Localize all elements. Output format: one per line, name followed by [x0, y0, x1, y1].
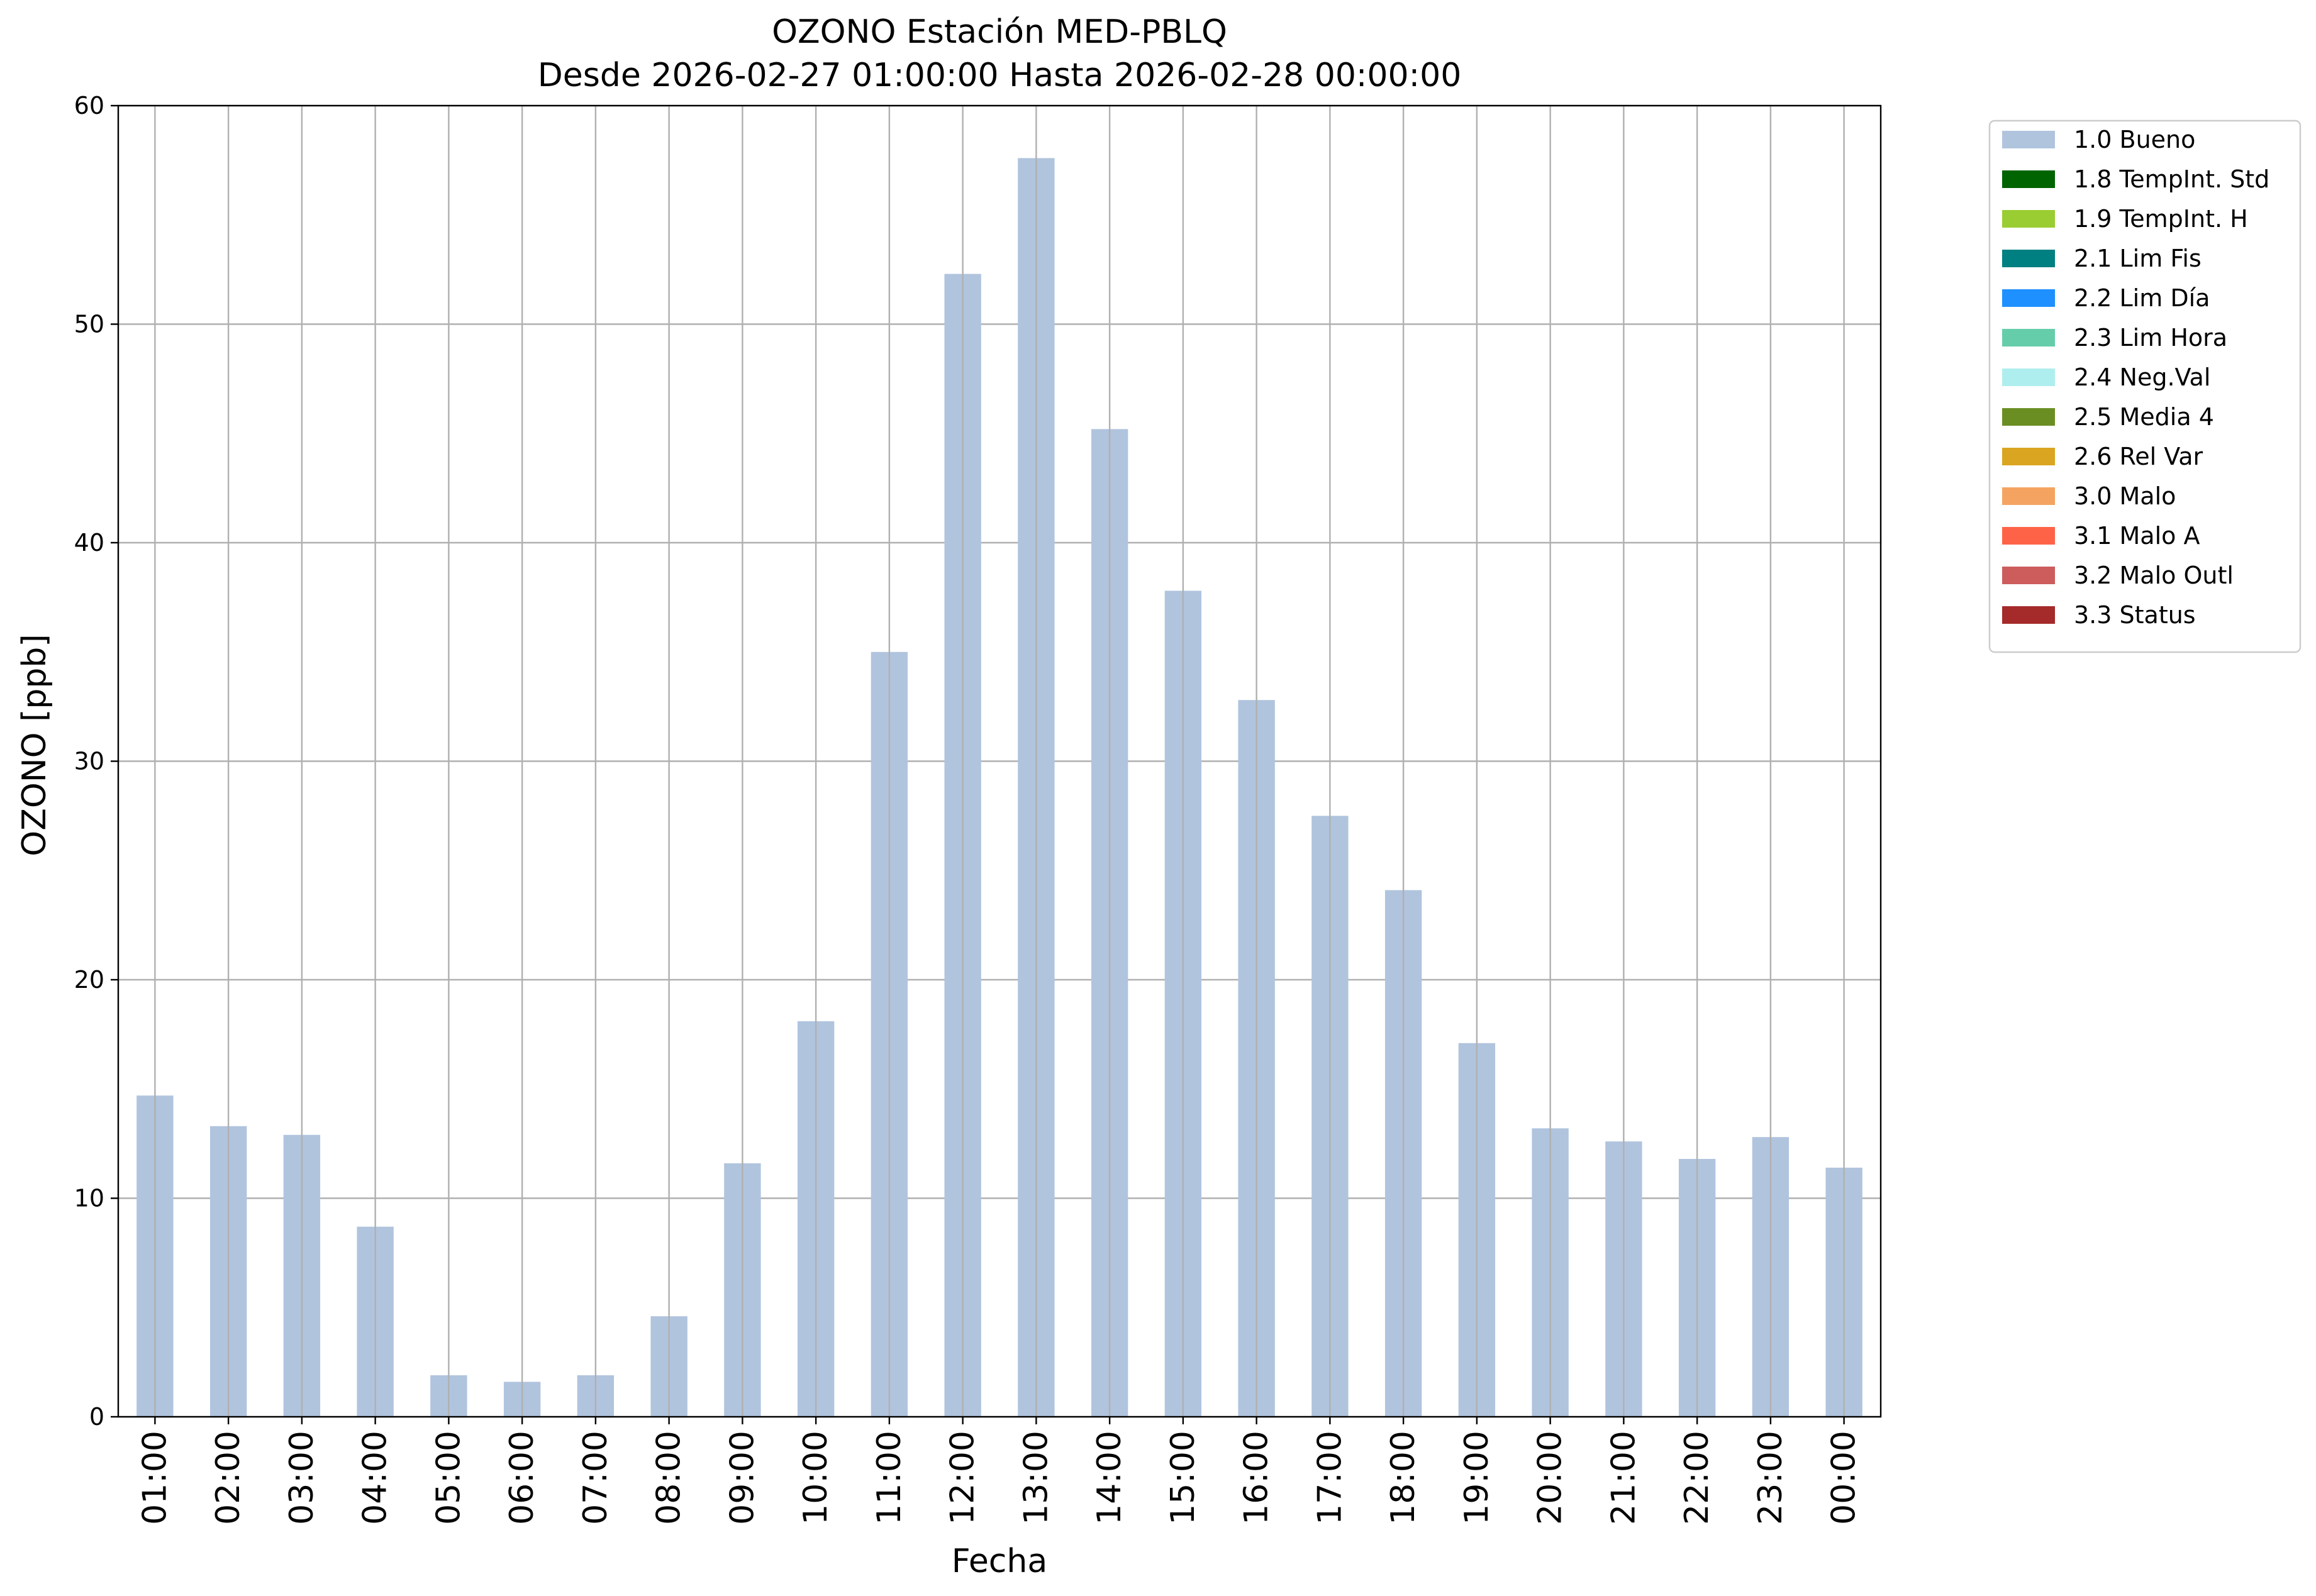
legend-label-1: 1.8 TempInt. Std	[2074, 165, 2269, 193]
x-tick-label-17:00: 17:00	[1311, 1431, 1349, 1525]
legend-swatch-7	[2002, 408, 2055, 426]
x-axis-label: Fecha	[952, 1543, 1047, 1580]
legend-label-9: 3.0 Malo	[2074, 482, 2176, 510]
legend-label-8: 2.6 Rel Var	[2074, 443, 2203, 470]
y-tick-label-10: 10	[74, 1185, 104, 1212]
x-tick-label-06:00: 06:00	[503, 1431, 541, 1525]
legend-swatch-8	[2002, 448, 2055, 465]
x-tick-label-15:00: 15:00	[1164, 1431, 1202, 1525]
x-tick-label-11:00: 11:00	[871, 1431, 908, 1525]
x-tick-label-13:00: 13:00	[1017, 1431, 1055, 1525]
legend-swatch-6	[2002, 369, 2055, 386]
y-tick-label-50: 50	[74, 311, 104, 338]
x-tick-label-21:00: 21:00	[1605, 1431, 1642, 1525]
legend-label-0: 1.0 Bueno	[2074, 126, 2195, 153]
x-tick-label-14:00: 14:00	[1091, 1431, 1128, 1525]
x-tick-label-20:00: 20:00	[1532, 1431, 1569, 1525]
y-tick-label-40: 40	[74, 529, 104, 557]
legend-label-7: 2.5 Media 4	[2074, 403, 2214, 431]
x-tick-label-23:00: 23:00	[1752, 1431, 1790, 1525]
x-tick-label-18:00: 18:00	[1384, 1431, 1422, 1525]
x-tick-label-03:00: 03:00	[283, 1431, 321, 1525]
y-tick-label-30: 30	[74, 748, 104, 775]
x-tick-label-01:00: 01:00	[136, 1431, 174, 1525]
bars-group	[136, 106, 1862, 1417]
chart-subtitle: Desde 2026-02-27 01:00:00 Hasta 2026-02-…	[538, 57, 1462, 94]
y-tick-label-60: 60	[74, 92, 104, 119]
legend-swatch-5	[2002, 329, 2055, 346]
y-tick-labels: 0 10 20 30 40 50 60	[74, 92, 118, 1431]
y-tick-label-20: 20	[74, 966, 104, 994]
x-tick-label-02:00: 02:00	[209, 1431, 247, 1525]
legend-swatch-1	[2002, 170, 2055, 188]
legend-swatch-0	[2002, 131, 2055, 148]
x-tick-label-07:00: 07:00	[577, 1431, 615, 1525]
legend-label-11: 3.2 Malo Outl	[2074, 562, 2234, 589]
legend-swatch-4	[2002, 289, 2055, 307]
legend-swatch-12	[2002, 606, 2055, 624]
legend-label-10: 3.1 Malo A	[2074, 522, 2200, 550]
x-tick-label-12:00: 12:00	[944, 1431, 982, 1525]
x-tick-label-08:00: 08:00	[650, 1431, 688, 1525]
y-tick-label-0: 0	[89, 1403, 104, 1431]
x-tick-label-05:00: 05:00	[430, 1431, 467, 1525]
legend-swatch-10	[2002, 527, 2055, 545]
legend-box	[1988, 119, 2302, 653]
legend-label-2: 1.9 TempInt. H	[2074, 205, 2248, 233]
x-tick-label-10:00: 10:00	[797, 1431, 835, 1525]
legend-swatch-3	[2002, 250, 2055, 267]
x-tick-labels: 01:00 02:00 03:00 04:00 05:00 06:00 07:00 08:00…	[136, 1417, 1863, 1525]
legend-swatch-9	[2002, 487, 2055, 505]
y-axis-label: OZONO [ppb]	[16, 634, 53, 856]
legend-label-5: 2.3 Lim Hora	[2074, 324, 2227, 352]
legend-swatch-11	[2002, 567, 2055, 584]
legend-label-3: 2.1 Lim Fis	[2074, 245, 2202, 272]
x-tick-label-04:00: 04:00	[357, 1431, 394, 1525]
legend-label-12: 3.3 Status	[2074, 601, 2196, 629]
chart-title: OZONO Estación MED-PBLQ	[772, 13, 1227, 51]
x-tick-label-16:00: 16:00	[1238, 1431, 1276, 1525]
legend-swatch-2	[2002, 210, 2055, 228]
x-tick-label-22:00: 22:00	[1678, 1431, 1716, 1525]
legend: 1.0 Bueno 1.8 TempInt. Std 1.9 TempInt. H 2…	[1988, 119, 2302, 653]
x-tick-label-19:00: 19:00	[1458, 1431, 1496, 1525]
legend-label-4: 2.2 Lim Día	[2074, 284, 2210, 312]
x-tick-label-09:00: 09:00	[723, 1431, 761, 1525]
legend-label-6: 2.4 Neg.Val	[2074, 363, 2210, 391]
x-tick-label-00:00: 00:00	[1825, 1431, 1863, 1525]
